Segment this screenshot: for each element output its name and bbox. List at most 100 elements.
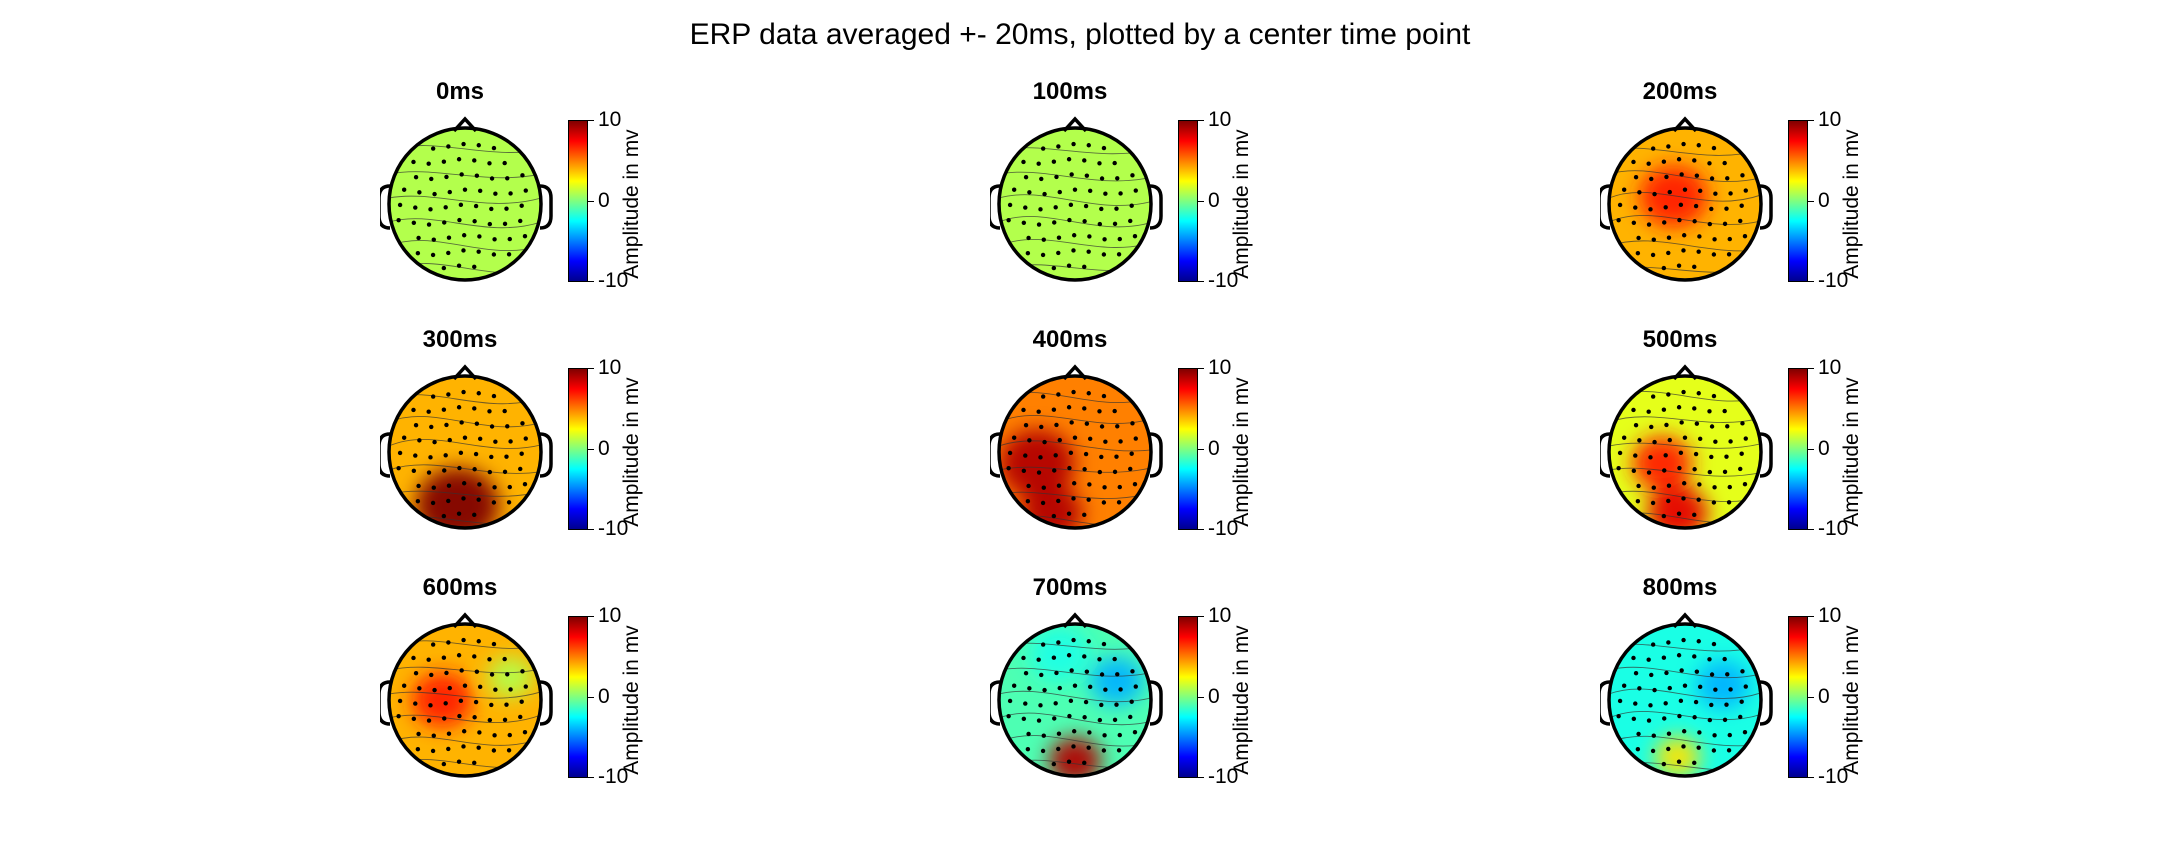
- electrode-marker: [415, 498, 421, 504]
- colorbar-tick: [588, 368, 594, 369]
- electrode-marker: [1115, 176, 1120, 181]
- electrode-marker: [476, 391, 481, 396]
- colorbar-tick: [1198, 529, 1204, 530]
- amplitude-region: [411, 672, 473, 728]
- electrode-marker: [430, 500, 436, 506]
- electrode-marker: [1130, 669, 1135, 674]
- colorbar-tick: [588, 281, 594, 282]
- contour-line: [389, 691, 541, 699]
- electrode-marker: [413, 205, 418, 210]
- electrode-marker: [1069, 172, 1074, 177]
- electrode-marker: [506, 500, 512, 505]
- colorbar-tick-label: -10: [598, 765, 629, 788]
- contour-line: [389, 195, 541, 204]
- electrode-marker: [1650, 252, 1656, 258]
- electrode-marker: [1678, 202, 1684, 208]
- electrode-marker: [1114, 702, 1119, 707]
- amplitude-region: [1639, 165, 1708, 228]
- electrode-marker: [1709, 206, 1714, 212]
- electrode-marker: [1709, 672, 1715, 677]
- electrode-marker: [430, 642, 436, 647]
- head-outline: [997, 126, 1153, 282]
- electrode-marker: [1697, 188, 1703, 194]
- electrode-marker: [476, 143, 481, 148]
- colorbar-tick: [1808, 200, 1814, 202]
- electrode-marker: [1052, 468, 1057, 473]
- contour-line: [1609, 191, 1761, 202]
- electrode-marker: [397, 450, 403, 456]
- electrode-marker: [1650, 500, 1656, 506]
- electrode-marker: [1727, 732, 1732, 738]
- electrode-marker: [1722, 717, 1728, 723]
- electrode-marker: [1066, 653, 1072, 658]
- electrode-marker: [487, 161, 492, 166]
- colorbar-label: Amplitude in mv: [1230, 129, 1253, 279]
- electrode-marker: [1036, 470, 1042, 475]
- electrode-marker: [457, 713, 462, 719]
- electrode-marker: [1087, 188, 1093, 194]
- electrode-marker: [1040, 500, 1046, 506]
- electrode-marker: [506, 748, 512, 753]
- right-ear: [1149, 184, 1163, 230]
- electrode-marker: [508, 191, 513, 196]
- electrode-marker: [1713, 687, 1718, 692]
- electrode-marker: [1099, 206, 1104, 212]
- electrode-marker: [1129, 699, 1134, 704]
- electrode-marker: [1679, 420, 1684, 425]
- electrode-marker: [1649, 672, 1654, 678]
- electrode-marker: [1676, 653, 1682, 658]
- electrode-marker: [1711, 500, 1717, 505]
- nose-marker: [452, 364, 478, 381]
- electrode-marker: [1681, 141, 1686, 147]
- electrode-marker: [1114, 206, 1119, 211]
- panel-title: 400ms: [1032, 326, 1108, 353]
- electrode-marker: [1118, 191, 1123, 196]
- electrode-marker: [1099, 424, 1105, 429]
- amplitude-region: [1696, 660, 1750, 709]
- electrode-marker: [1069, 668, 1074, 673]
- electrode-marker: [1739, 203, 1744, 208]
- electrode-marker: [446, 746, 451, 752]
- electrode-marker: [1066, 157, 1072, 162]
- electrode-marker: [1102, 237, 1107, 242]
- electrode-marker: [1025, 498, 1031, 504]
- electrode-marker: [477, 234, 482, 239]
- electrode-marker: [446, 498, 451, 504]
- electrode-marker: [1025, 746, 1031, 752]
- electrode-marker: [1102, 485, 1107, 490]
- electrode-marker: [523, 188, 528, 193]
- colorbar-tick-label: -10: [598, 269, 629, 292]
- electrode-marker: [1662, 716, 1667, 721]
- electrode-marker: [1738, 466, 1743, 472]
- electrode-marker: [413, 453, 418, 458]
- electrode-marker: [1681, 233, 1687, 238]
- topoplot-panel: 700ms 10 0 -10 Amplitude in mv: [990, 574, 1290, 820]
- electrode-marker: [1087, 730, 1092, 735]
- electrode-marker: [1040, 146, 1046, 151]
- left-ear: [990, 184, 1001, 230]
- head-outline: [1607, 126, 1763, 282]
- electrode-marker: [476, 249, 481, 254]
- electrode-marker: [1097, 469, 1103, 475]
- electrode-marker: [1117, 236, 1122, 242]
- electrode-marker: [1661, 265, 1667, 271]
- electrode-marker: [1633, 205, 1638, 210]
- electrode-marker: [462, 187, 468, 192]
- electrode-marker: [518, 714, 523, 720]
- colorbar-tick-label: 0: [1818, 436, 1830, 460]
- electrode-marker: [473, 699, 479, 705]
- electrode-marker: [1676, 759, 1682, 764]
- electrode-marker: [430, 394, 436, 399]
- electrode-marker: [472, 264, 477, 270]
- electrode-marker: [1040, 748, 1046, 754]
- electrode-marker: [507, 732, 512, 738]
- electrode-marker: [520, 173, 525, 178]
- electrode-marker: [473, 451, 479, 457]
- electrode-marker: [1026, 235, 1031, 241]
- topoplot-panel: 300ms 10 0 -10 Amplitude in mv: [380, 326, 680, 572]
- electrode-marker: [442, 716, 447, 721]
- electrode-marker: [1637, 686, 1642, 691]
- electrode-marker: [518, 466, 523, 472]
- amplitude-region: [487, 656, 534, 698]
- electrode-marker: [426, 409, 431, 414]
